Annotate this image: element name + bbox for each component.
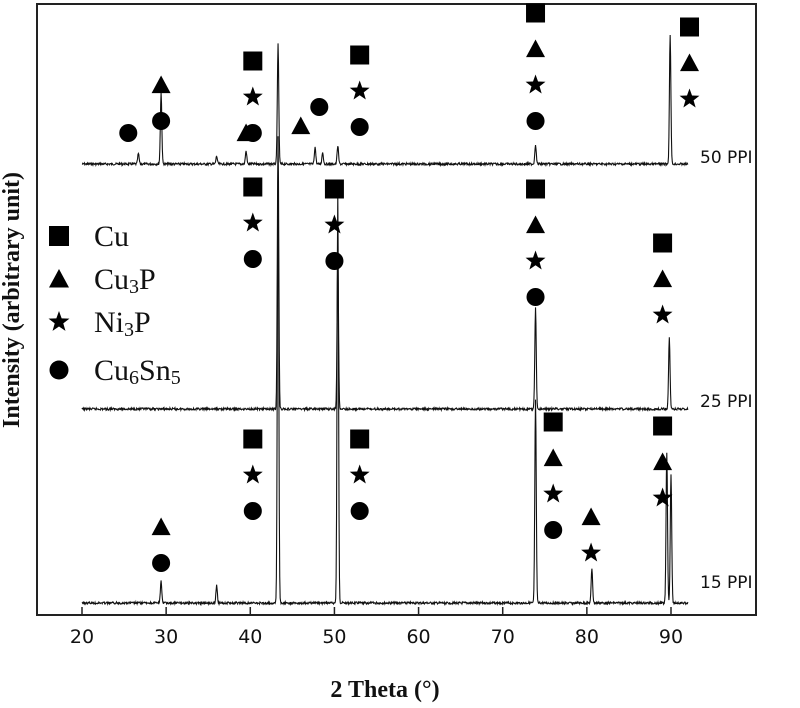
star-marker xyxy=(349,80,370,100)
square-marker xyxy=(243,51,263,71)
legend-entry-label: Cu6Sn5 xyxy=(94,354,181,389)
circle-marker xyxy=(119,123,138,143)
series-line-50-ppi xyxy=(81,34,689,168)
circle-marker xyxy=(49,360,69,380)
circle-marker xyxy=(243,501,262,521)
x-tick-label: 50 xyxy=(322,626,346,648)
circle-marker xyxy=(152,111,171,131)
circle-marker xyxy=(152,553,171,573)
phase-annotations xyxy=(119,3,700,573)
star-marker xyxy=(581,542,601,562)
circle-marker xyxy=(544,520,563,540)
star-marker xyxy=(242,464,263,484)
triangle-marker xyxy=(526,39,546,58)
y-axis-title: Intensity (arbitrary unit) xyxy=(0,172,25,428)
square-marker xyxy=(49,226,69,246)
square-marker xyxy=(350,45,370,65)
star-marker xyxy=(679,88,700,108)
x-axis-title: 2 Theta (°) xyxy=(330,677,439,703)
circle-marker xyxy=(310,97,329,117)
square-marker xyxy=(243,429,263,449)
x-tick-label: 60 xyxy=(406,626,430,648)
circle-marker xyxy=(526,111,545,131)
sample-label: 50 PPI xyxy=(700,148,753,168)
triangle-marker xyxy=(151,517,171,536)
star-marker xyxy=(48,311,70,331)
circle-marker xyxy=(243,123,262,143)
triangle-marker xyxy=(543,448,563,467)
sample-label: 15 PPI xyxy=(700,573,753,593)
square-marker xyxy=(653,416,673,436)
triangle-marker xyxy=(291,116,311,135)
star-marker xyxy=(349,464,370,484)
triangle-marker xyxy=(653,452,673,471)
x-tick-label: 40 xyxy=(238,626,262,648)
legend-entry-label: Ni3P xyxy=(94,306,151,341)
x-tick-label: 90 xyxy=(659,626,683,648)
square-marker xyxy=(543,412,563,432)
triangle-marker xyxy=(680,53,700,72)
square-marker xyxy=(526,3,546,23)
star-marker xyxy=(652,304,673,324)
legend-entry-label: Cu3P xyxy=(94,263,156,298)
square-marker xyxy=(653,233,673,253)
x-axis: 20 30 40 50 60 70 80 90 xyxy=(70,607,683,648)
x-tick-label: 20 xyxy=(70,626,94,648)
series-group xyxy=(81,34,689,607)
star-marker xyxy=(525,250,546,270)
sample-label: 25 PPI xyxy=(700,392,753,412)
star-marker xyxy=(543,483,564,503)
x-tick-label: 70 xyxy=(491,626,515,648)
x-tick-label: 30 xyxy=(154,626,178,648)
star-marker xyxy=(652,487,673,507)
star-marker xyxy=(324,214,345,234)
circle-marker xyxy=(526,287,545,307)
square-marker xyxy=(526,179,546,199)
triangle-marker xyxy=(653,269,673,288)
star-marker xyxy=(242,86,263,106)
series-line-25-ppi xyxy=(81,136,689,413)
series-line-15-ppi xyxy=(81,170,689,607)
circle-marker xyxy=(243,249,262,269)
square-marker xyxy=(350,429,370,449)
triangle-marker xyxy=(151,75,171,94)
plot-frame xyxy=(36,3,757,616)
circle-marker xyxy=(350,117,369,137)
legend-entry-label: Cu xyxy=(94,220,129,253)
sample-labels: 50 PPI 25 PPI 15 PPI xyxy=(700,148,753,593)
legend: Cu Cu3P Ni3P Cu6Sn5 xyxy=(48,220,181,389)
circle-marker xyxy=(325,251,344,271)
x-tick-label: 80 xyxy=(575,626,599,648)
square-marker xyxy=(680,17,700,37)
circle-marker xyxy=(350,501,369,521)
square-marker xyxy=(324,179,344,199)
star-marker xyxy=(242,212,263,232)
triangle-marker xyxy=(581,507,601,526)
triangle-marker xyxy=(49,269,69,288)
square-marker xyxy=(243,177,263,197)
star-marker xyxy=(525,74,546,94)
triangle-marker xyxy=(526,215,546,234)
